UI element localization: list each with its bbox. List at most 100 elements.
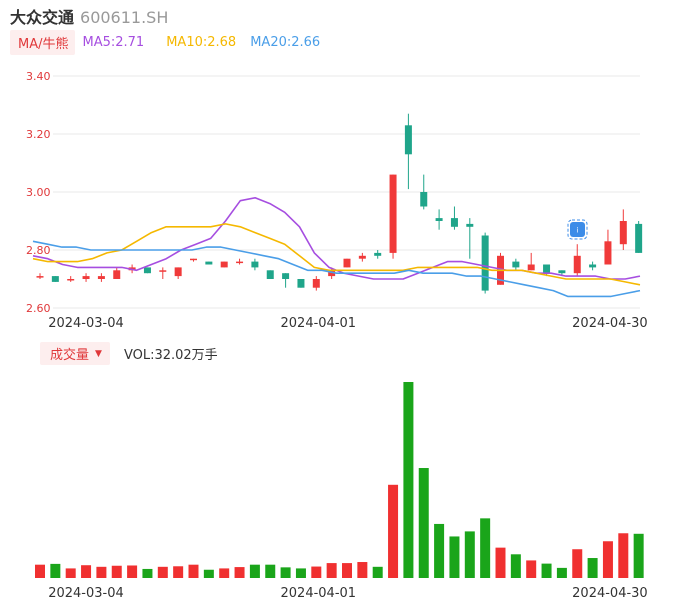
- volume-bar: [633, 533, 644, 578]
- svg-text:i: i: [577, 227, 579, 235]
- candle-body: [450, 218, 458, 227]
- candle-body: [82, 276, 90, 279]
- volume-bar: [203, 569, 214, 578]
- candle-body: [251, 261, 259, 268]
- volume-bar: [541, 563, 552, 578]
- price-tick-label: 3.20: [26, 128, 51, 141]
- volume-bar: [449, 536, 460, 578]
- date-tick-label: 2024-04-30: [572, 316, 648, 331]
- volume-bar: [556, 567, 567, 578]
- volume-tag-label: 成交量: [50, 348, 90, 363]
- candle-body: [589, 264, 597, 268]
- candle-body: [604, 241, 612, 265]
- candle-body: [266, 270, 274, 279]
- volume-bar: [234, 567, 245, 578]
- candle-body: [220, 261, 228, 268]
- candle-body: [389, 174, 397, 253]
- candle-body: [543, 264, 551, 274]
- volume-bar: [157, 566, 168, 578]
- volume-bar: [602, 541, 613, 578]
- candle-body: [573, 255, 581, 274]
- volume-bar: [188, 564, 199, 578]
- candle-body: [236, 261, 244, 264]
- price-tick-label: 3.40: [26, 70, 51, 83]
- volume-bar: [311, 566, 322, 578]
- volume-bar: [418, 468, 429, 578]
- candles: [36, 113, 643, 294]
- candle-body: [635, 223, 643, 253]
- volume-bar: [127, 565, 138, 578]
- ma-legend: MA/牛熊 MA5:2.71 MA10:2.68 MA20:2.66: [10, 30, 320, 55]
- volume-bar: [618, 533, 629, 578]
- candle-body: [312, 279, 320, 288]
- chart-marker-icon[interactable]: i: [567, 219, 588, 240]
- volume-bar: [372, 566, 383, 578]
- candle-body: [420, 192, 428, 207]
- candle-body: [297, 279, 305, 288]
- candle-body: [358, 255, 366, 259]
- volume-indicator-selector[interactable]: 成交量 ▼: [40, 342, 110, 365]
- volume-bar: [96, 566, 107, 578]
- volume-bar: [280, 567, 291, 578]
- candle-body: [205, 261, 213, 265]
- candle-body: [190, 258, 197, 261]
- price-tick-label: 2.60: [26, 302, 51, 315]
- volume-bar: [480, 518, 491, 578]
- candle-body: [36, 276, 44, 278]
- volume-bar: [510, 554, 521, 578]
- candle-body: [282, 273, 290, 279]
- volume-bar: [219, 568, 230, 578]
- price-axis-labels: 3.40 3.20 3.00 2.80 2.60: [26, 70, 51, 315]
- volume-bar: [495, 547, 506, 578]
- volume-bar: [326, 563, 337, 578]
- volume-bar: [572, 549, 583, 578]
- ma-lines: [32, 197, 641, 298]
- volume-bar: [526, 560, 537, 578]
- candle-body: [527, 264, 535, 271]
- candle-body: [97, 276, 105, 279]
- candle-body: [512, 261, 520, 268]
- volume-bar: [587, 558, 598, 578]
- date-tick-label: 2024-03-04: [48, 586, 124, 601]
- volume-bar: [111, 565, 122, 578]
- volume-legend: 成交量 ▼ VOL:32.02万手: [40, 342, 218, 365]
- volume-bar: [265, 564, 276, 578]
- date-tick-label: 2024-04-01: [281, 586, 357, 601]
- candle-body: [466, 223, 474, 227]
- ma20-legend: MA20:2.66: [250, 35, 321, 50]
- ma-line-ma10: [32, 223, 641, 286]
- candle-body: [619, 221, 627, 245]
- stock-name: 大众交通: [10, 8, 75, 27]
- volume-bar: [434, 523, 445, 578]
- ma10-legend: MA10:2.68: [166, 35, 237, 50]
- candle-body: [67, 279, 75, 281]
- volume-bar: [173, 566, 184, 578]
- volume-bar: [249, 564, 260, 578]
- volume-bar: [50, 563, 61, 578]
- candle-body: [113, 270, 121, 279]
- volume-bar: [295, 568, 306, 578]
- price-tick-label: 2.80: [26, 244, 51, 257]
- candle-body: [143, 267, 151, 274]
- candle-body: [404, 125, 412, 155]
- candle-body: [328, 270, 336, 277]
- volume-bar: [35, 564, 45, 578]
- ma5-legend: MA5:2.71: [82, 35, 145, 50]
- candle-body: [558, 270, 566, 274]
- ma-line-ma20: [32, 240, 641, 298]
- volume-date-axis: 2024-03-04 2024-04-01 2024-04-30: [48, 586, 648, 601]
- stock-header: 大众交通 600611.SH: [10, 4, 168, 28]
- candle-body: [374, 252, 382, 256]
- candle-body: [435, 218, 443, 221]
- volume-value: VOL:32.02万手: [123, 348, 218, 363]
- volume-bar: [342, 563, 352, 578]
- volume-bar: [403, 382, 414, 578]
- candle-body: [481, 235, 489, 291]
- volume-bars: [35, 382, 644, 578]
- candle-body: [51, 276, 59, 282]
- volume-bar: [65, 568, 76, 578]
- date-tick-label: 2024-04-30: [572, 586, 648, 601]
- ma-indicator-selector[interactable]: MA/牛熊: [10, 30, 75, 55]
- date-tick-label: 2024-03-04: [48, 316, 124, 331]
